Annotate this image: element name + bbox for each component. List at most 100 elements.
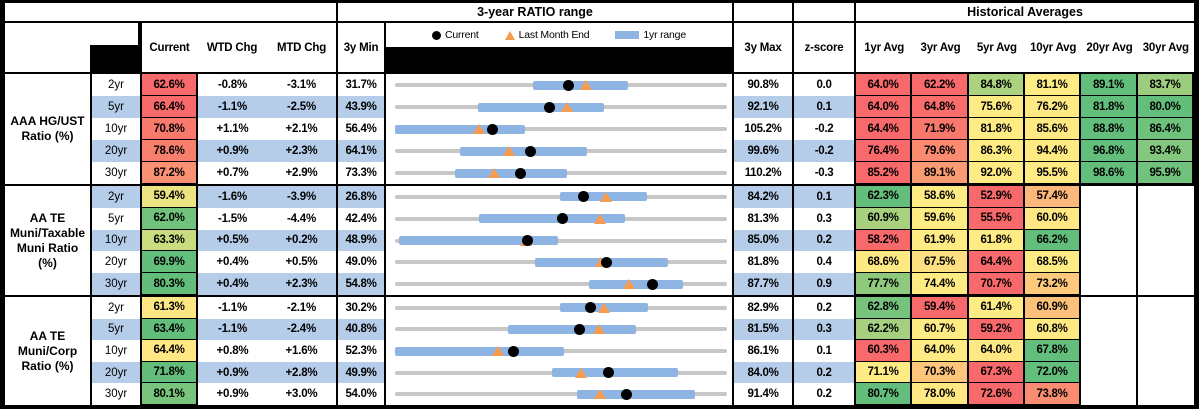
avg-cell-10yr-avg: 85.6%: [1025, 118, 1079, 140]
avg-cell-3yr-avg: 67.5%: [912, 251, 967, 274]
current-cell: 63.4%: [142, 318, 196, 341]
mtd-chg-cell: -2.5%: [286, 101, 317, 113]
avg-cell-20yr-avg: 89.1%: [1081, 74, 1136, 96]
legend-1yr-range-label: 1yr range: [643, 29, 686, 41]
wtd-chg-cell: -1.5%: [217, 212, 248, 225]
z-score-cell: 0.1: [794, 96, 854, 118]
wtd-chg-cell: +0.4%: [216, 278, 249, 291]
avg-cell-5yr-avg: 67.3%: [969, 361, 1023, 384]
avg-cell-10yr-avg: 81.1%: [1025, 74, 1079, 96]
col-header-3y-max: 3y Max: [734, 23, 792, 72]
max-3y-cell: 81.3%: [734, 207, 792, 230]
avg-cell-10yr-avg: 72.0%: [1025, 361, 1079, 384]
legend-item-current: Current: [432, 29, 479, 41]
chg-cells: -1.1% -2.5%: [198, 96, 336, 118]
avg-cell-5yr-avg: 61.8%: [969, 229, 1023, 252]
current-dot-marker: [514, 167, 526, 179]
avg-cell-3yr-avg: 79.6%: [912, 140, 967, 162]
avg-cell-10yr-avg: 57.4%: [1025, 186, 1079, 208]
avg-blank-30yr: [1138, 297, 1194, 405]
mtd-chg-cell: -3.9%: [286, 190, 317, 203]
mtd-chg-cell: +2.1%: [285, 123, 318, 135]
avg-cell-3yr-avg: 64.8%: [912, 96, 967, 118]
wtd-chg-cell: +0.9%: [216, 145, 249, 157]
max-3y-cell: 85.0%: [734, 229, 792, 252]
avg-cell-5yr-avg: 61.4%: [969, 297, 1023, 319]
max-3y-cell: 81.5%: [734, 318, 792, 341]
avg-cell-5yr-avg: 70.7%: [969, 273, 1023, 295]
group-label-2: AA TE Muni/Corp Ratio (%): [5, 297, 90, 405]
min-3y-cell: 52.3%: [338, 340, 384, 362]
min-3y-cell: 49.9%: [338, 361, 384, 384]
z-score-cell: 0.1: [794, 186, 854, 208]
min-3y-cell: 64.1%: [338, 140, 384, 162]
col-header-mtd-chg: MTD Chg: [276, 41, 327, 54]
avg-cell-1yr-avg: 76.4%: [856, 140, 910, 162]
avg-cell-3yr-avg: 58.6%: [912, 186, 967, 208]
min-3y-cell: 73.3%: [338, 162, 384, 184]
mtd-chg-cell: -2.1%: [286, 301, 317, 314]
wtd-chg-cell: +0.8%: [216, 344, 249, 357]
last-month-end-triangle-marker: [487, 168, 500, 178]
1yr-range-bar: [551, 368, 679, 378]
current-cell: 62.6%: [142, 74, 196, 96]
avg-cell-10yr-avg: 60.0%: [1025, 207, 1079, 230]
max-3y-cell: 84.2%: [734, 186, 792, 208]
last-month-end-triangle-marker: [594, 389, 607, 400]
avg-blank-20yr: [1081, 186, 1136, 295]
max-3y-cell: 92.1%: [734, 96, 792, 118]
wtd-chg-cell: -1.1%: [217, 323, 248, 336]
avg-cell-5yr-avg: 75.6%: [969, 96, 1023, 118]
avg-cell-3yr-avg: 61.9%: [912, 229, 967, 252]
z-score-cell: 0.0: [794, 74, 854, 96]
current-cell: 66.4%: [142, 96, 196, 118]
avg-cell-10yr-avg: 68.5%: [1025, 251, 1079, 274]
tenor-label: 10yr: [92, 118, 140, 140]
legend-dot-icon: [432, 30, 442, 40]
1yr-range-bar: [478, 102, 605, 112]
1yr-range-bar: [395, 124, 525, 134]
last-month-end-triangle-marker: [600, 191, 613, 202]
avg-cell-30yr-avg: 86.4%: [1138, 118, 1192, 140]
wtd-chg-cell: +0.5%: [216, 234, 249, 247]
avg-cell-5yr-avg: 81.8%: [969, 118, 1023, 140]
avg-cell-5yr-avg: 86.3%: [969, 140, 1023, 162]
avg-cell-1yr-avg: 80.7%: [856, 383, 910, 405]
wtd-chg-cell: +0.9%: [216, 388, 249, 401]
wtd-chg-cell: -1.6%: [217, 190, 248, 203]
avg-cell-10yr-avg: 73.8%: [1025, 383, 1079, 405]
avg-cell-3yr-avg: 89.1%: [912, 162, 967, 184]
tenor-label: 30yr: [92, 162, 140, 184]
chg-cells: -1.6% -3.9%: [198, 186, 336, 208]
current-dot-marker: [544, 101, 556, 113]
z-score-cell: 0.2: [794, 229, 854, 252]
avg-cell-10yr-avg: 76.2%: [1025, 96, 1079, 118]
avg-cell-5yr-avg: 55.5%: [969, 207, 1023, 230]
range-track: [395, 127, 727, 131]
tenor-label: 20yr: [92, 361, 140, 384]
last-month-end-triangle-marker: [623, 279, 636, 290]
current-cell: 64.4%: [142, 340, 196, 362]
avg-cell-3yr-avg: 70.3%: [912, 361, 967, 384]
chg-cells: -0.8% -3.1%: [198, 74, 336, 96]
avg-cell-3yr-avg: 74.4%: [912, 273, 967, 295]
avg-cell-10yr-avg: 67.8%: [1025, 340, 1079, 362]
avg-cell-10yr-avg: 60.9%: [1025, 297, 1079, 319]
avg-cell-5yr-avg: 64.4%: [969, 251, 1023, 274]
current-dot-marker: [602, 367, 614, 379]
z-score-cell: 0.3: [794, 207, 854, 230]
avg-cell-1yr-avg: 62.2%: [856, 318, 910, 341]
last-month-end-triangle-marker: [592, 324, 605, 335]
legend-item-last-month-end: Last Month End: [504, 29, 590, 41]
group-label-1: AA TE Muni/Taxable Muni Ratio (%): [5, 186, 90, 295]
avg-cell-1yr-avg: 85.2%: [856, 162, 910, 184]
z-score-cell: 0.9: [794, 273, 854, 295]
avg-cell-3yr-avg: 62.2%: [912, 74, 967, 96]
col-header-3yr-avg: 3yr Avg: [920, 41, 961, 54]
mtd-chg-cell: +2.3%: [285, 145, 318, 157]
wtd-chg-cell: +1.1%: [216, 123, 249, 135]
chg-cells: +0.9% +3.0%: [198, 383, 336, 405]
col-header-5yr-avg: 5yr Avg: [976, 41, 1017, 54]
current-cell: 69.9%: [142, 251, 196, 274]
1yr-range-bar: [588, 279, 683, 289]
